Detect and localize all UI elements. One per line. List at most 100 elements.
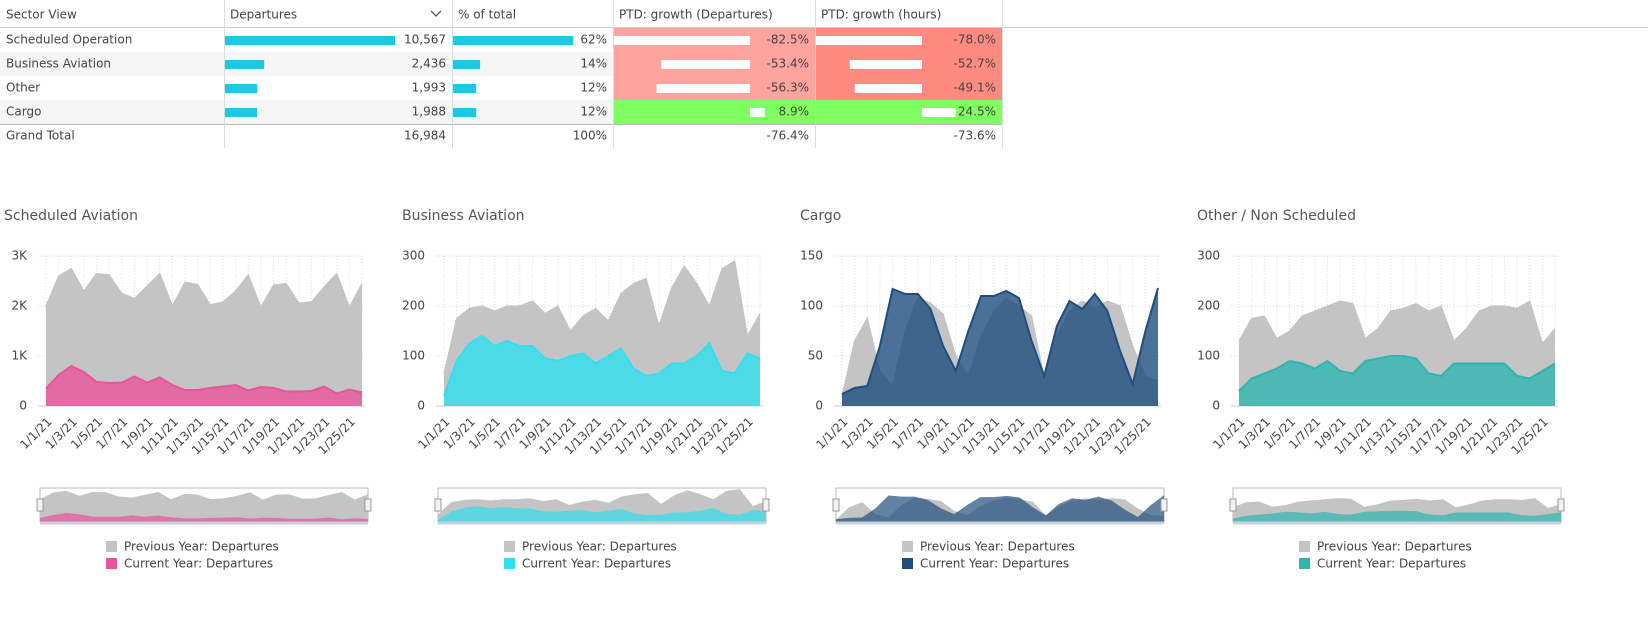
navigator-handle[interactable]: [1557, 498, 1565, 512]
navigator-handle[interactable]: [434, 498, 442, 512]
navigator-area: [438, 506, 766, 522]
departures-bar: [225, 60, 265, 69]
legend-label[interactable]: Previous Year: Departures: [920, 540, 1075, 554]
y-tick-label: 50: [808, 349, 823, 363]
y-tick-label: 300: [402, 249, 425, 263]
navigator-handle[interactable]: [1160, 498, 1168, 512]
legend-label[interactable]: Previous Year: Departures: [1317, 540, 1472, 554]
share-bar: [453, 36, 573, 45]
cell-value: 12%: [580, 81, 607, 95]
growth-bar: [656, 84, 750, 93]
navigator-handle[interactable]: [762, 498, 770, 512]
growth-bar: [750, 108, 765, 117]
total-value: 100%: [573, 129, 607, 143]
cell-value: 8.9%: [779, 105, 810, 119]
legend-label[interactable]: Previous Year: Departures: [124, 540, 279, 554]
series-area: [1239, 356, 1555, 406]
total-value: -73.6%: [954, 129, 996, 143]
series-area: [46, 268, 362, 406]
legend-swatch[interactable]: [504, 558, 515, 569]
departures-bar: [225, 108, 257, 117]
series-line: [443, 334, 761, 397]
growth-cell: [816, 100, 1002, 124]
y-tick-label: 200: [1197, 299, 1220, 313]
chart-title: Scheduled Aviation: [4, 208, 138, 224]
chart-title: Business Aviation: [402, 208, 525, 224]
series-line: [841, 287, 1159, 395]
legend-swatch[interactable]: [902, 558, 913, 569]
share-bar: [453, 60, 481, 69]
legend-label[interactable]: Current Year: Departures: [1317, 557, 1466, 571]
legend-swatch[interactable]: [504, 541, 515, 552]
y-tick-label: 3K: [11, 249, 28, 263]
legend-swatch[interactable]: [902, 541, 913, 552]
series-line: [1238, 300, 1556, 345]
departures-bar: [225, 84, 258, 93]
column-header[interactable]: % of total: [458, 8, 516, 22]
row-label: Cargo: [6, 105, 41, 119]
y-tick-label: 0: [19, 399, 27, 413]
cell-value: 12%: [580, 105, 607, 119]
share-bar: [453, 84, 477, 93]
series-area: [46, 366, 362, 406]
y-tick-label: 300: [1197, 249, 1220, 263]
cell-value: 24.5%: [958, 105, 996, 119]
navigator-handle[interactable]: [832, 498, 840, 512]
navigator-area: [1233, 510, 1561, 522]
sort-chevron[interactable]: [430, 10, 442, 17]
total-value: 16,984: [404, 129, 446, 143]
cell-value: 62%: [580, 33, 607, 47]
cell-value: -52.7%: [954, 57, 996, 71]
y-tick-label: 2K: [11, 299, 28, 313]
series-line: [45, 267, 363, 309]
row-label: Other: [6, 81, 40, 95]
y-tick-label: 1K: [11, 349, 28, 363]
y-tick-label: 0: [815, 399, 823, 413]
legend-label[interactable]: Previous Year: Departures: [522, 540, 677, 554]
column-header[interactable]: Departures: [230, 8, 297, 22]
chart-title: Other / Non Scheduled: [1197, 208, 1356, 224]
series-area: [842, 288, 1158, 406]
cell-value: 1,988: [412, 105, 446, 119]
y-tick-label: 0: [417, 399, 425, 413]
y-tick-label: 150: [800, 249, 823, 263]
chart-title: Cargo: [800, 208, 841, 224]
row-label: Business Aviation: [6, 57, 111, 71]
legend-swatch[interactable]: [106, 558, 117, 569]
navigator-handle[interactable]: [36, 498, 44, 512]
legend-label[interactable]: Current Year: Departures: [124, 557, 273, 571]
legend-label[interactable]: Current Year: Departures: [522, 557, 671, 571]
growth-bar: [922, 108, 956, 117]
legend-label[interactable]: Current Year: Departures: [920, 557, 1069, 571]
y-tick-label: 100: [402, 349, 425, 363]
y-tick-label: 200: [402, 299, 425, 313]
cell-value: 10,567: [404, 33, 446, 47]
cell-value: -49.1%: [954, 81, 996, 95]
legend-swatch[interactable]: [1299, 558, 1310, 569]
growth-bar: [815, 36, 922, 45]
navigator-handle[interactable]: [364, 498, 372, 512]
column-header[interactable]: PTD: growth (Departures): [619, 8, 773, 22]
cell-value: -82.5%: [767, 33, 809, 47]
cell-value: 2,436: [412, 57, 446, 71]
navigator-handle[interactable]: [1229, 498, 1237, 512]
navigator-area: [836, 495, 1164, 522]
column-header[interactable]: Sector View: [6, 8, 77, 22]
legend-swatch[interactable]: [106, 541, 117, 552]
series-line: [1238, 355, 1556, 392]
growth-bar: [613, 36, 750, 45]
y-tick-label: 100: [1197, 349, 1220, 363]
cell-value: -78.0%: [954, 33, 996, 47]
row-label: Scheduled Operation: [6, 33, 132, 47]
series-line: [45, 364, 363, 395]
cell-value: -56.3%: [767, 81, 809, 95]
column-header[interactable]: PTD: growth (hours): [821, 8, 941, 22]
cell-value: 1,993: [412, 81, 446, 95]
departures-bar: [225, 36, 395, 45]
series-area: [444, 336, 760, 406]
total-label: Grand Total: [6, 129, 75, 143]
y-tick-label: 0: [1212, 399, 1220, 413]
legend-swatch[interactable]: [1299, 541, 1310, 552]
